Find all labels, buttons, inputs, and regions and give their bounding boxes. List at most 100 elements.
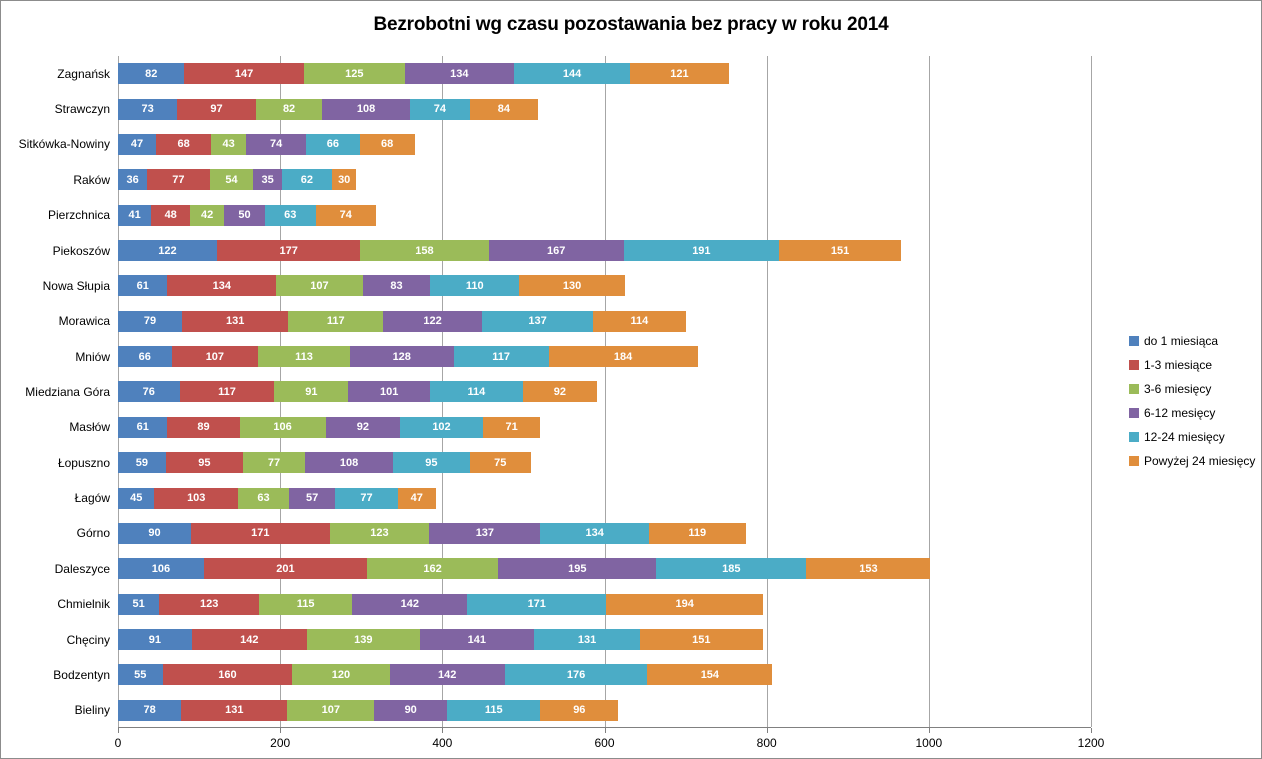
bar-segment: 134 (540, 522, 650, 544)
legend-item: 12-24 miesięcy (1129, 425, 1255, 449)
bar-row: 82 147 125 134 144 121 (118, 56, 1091, 91)
bar-row: 90 171 123 137 134 119 (118, 516, 1091, 551)
x-axis-tick (928, 728, 930, 733)
bar-segment: 106 (239, 416, 326, 438)
bar-segment: 123 (159, 593, 260, 615)
bar-segment: 185 (656, 558, 807, 580)
bar-segment: 154 (647, 664, 773, 686)
bar-segment: 110 (430, 275, 520, 297)
bar-segment: 115 (447, 699, 541, 721)
bar-segment: 151 (640, 629, 763, 651)
x-axis-tick-labels: 0 200 400 600 800 1000 1200 (114, 736, 1105, 754)
x-tick-label: 0 (114, 736, 122, 750)
bar-segment: 117 (179, 381, 275, 403)
bar-segment: 107 (171, 346, 259, 368)
bar-segment: 142 (389, 664, 505, 686)
bar-segment: 103 (154, 487, 238, 509)
bar-segment: 68 (156, 133, 212, 155)
bar-segment: 62 (281, 169, 333, 191)
bar-segment: 30 (332, 169, 357, 191)
bar-segment: 45 (118, 487, 155, 509)
bar-segment: 82 (255, 98, 323, 120)
bar-segment: 107 (287, 699, 375, 721)
bar-segment: 83 (362, 275, 431, 297)
legend-label: 12-24 miesięcy (1144, 430, 1225, 444)
y-axis-category-labels: Zagnańsk Strawczyn Sitkówka-Nowiny Raków Pie… (1, 56, 110, 728)
bar-segment: 131 (182, 310, 289, 332)
x-tick-label: 200 (270, 736, 291, 750)
bar-segment: 134 (167, 275, 277, 297)
bar-segment: 123 (329, 522, 430, 544)
bar-segment: 131 (181, 699, 288, 721)
legend-swatch-icon (1129, 408, 1139, 418)
bar-segment: 96 (540, 699, 619, 721)
gridline (1091, 56, 1092, 727)
bar-segment: 95 (165, 452, 243, 474)
bar-segment: 195 (498, 558, 657, 580)
bar-segment: 54 (209, 169, 254, 191)
legend-item: 3-6 miesięcy (1129, 377, 1255, 401)
bar-segment: 107 (276, 275, 363, 297)
bar-segment: 122 (118, 240, 217, 261)
category-label: Bieliny (74, 703, 110, 718)
bar-segment: 92 (522, 381, 598, 403)
bar-segment: 61 (118, 275, 168, 297)
bar-row: 78 131 107 90 115 96 (118, 693, 1091, 728)
bar-segment: 48 (151, 204, 191, 226)
legend-swatch-icon (1129, 384, 1139, 394)
bar-segment: 91 (274, 381, 349, 403)
bar-row: 66 107 113 128 117 184 (118, 339, 1091, 374)
bar-segment: 71 (482, 416, 541, 438)
legend-label: 3-6 miesięcy (1144, 382, 1212, 396)
bar-segment: 158 (360, 240, 489, 261)
bar-row: 61 134 107 83 110 130 (118, 268, 1091, 303)
bar-segment: 201 (203, 558, 367, 580)
category-label: Pierzchnica (47, 208, 110, 223)
bar-segment: 142 (352, 593, 468, 615)
bar-row: 91 142 139 141 131 151 (118, 622, 1091, 657)
bar-segment: 57 (289, 487, 336, 509)
bar-segment: 137 (482, 310, 594, 332)
bar-segment: 77 (147, 169, 210, 191)
category-label: Strawczyn (54, 102, 110, 117)
bar-segment: 167 (488, 240, 624, 261)
bar-segment: 131 (533, 629, 641, 651)
bar-segment: 79 (118, 310, 183, 332)
bar-segment: 59 (118, 452, 166, 474)
bar-segment: 97 (177, 98, 256, 120)
bar-segment: 162 (366, 558, 499, 580)
bar-segment: 108 (322, 98, 410, 120)
bar-row: 36 77 54 35 62 30 (118, 162, 1091, 197)
x-tick-label: 400 (432, 736, 453, 750)
bar-segment: 141 (419, 629, 534, 651)
bar-segment: 102 (400, 416, 483, 438)
bar-segment: 194 (606, 593, 764, 615)
bar-row: 76 117 91 101 114 92 (118, 374, 1091, 409)
legend-swatch-icon (1129, 336, 1139, 346)
bar-segment: 106 (118, 558, 204, 580)
bar-row: 122 177 158 167 191 151 (118, 233, 1091, 268)
x-tick-label: 800 (756, 736, 777, 750)
bar-segment: 82 (118, 63, 185, 85)
gridline (928, 56, 930, 727)
bar-segment: 139 (306, 629, 420, 651)
bar-segment: 114 (430, 381, 523, 403)
bar-segment: 92 (325, 416, 401, 438)
category-label: Górno (76, 526, 110, 541)
bar-segment: 66 (118, 346, 172, 368)
bar-segment: 89 (167, 416, 240, 438)
bar-segment: 153 (806, 558, 931, 580)
bar-segment: 113 (258, 346, 350, 368)
category-label: Łagów (74, 491, 110, 506)
category-label: Daleszyce (54, 561, 110, 576)
category-label: Miedziana Góra (25, 384, 110, 399)
bar-segment: 160 (162, 664, 293, 686)
bar-segment: 74 (409, 98, 470, 120)
x-tick-label: 1200 (1077, 736, 1105, 750)
bar-segment: 55 (118, 664, 163, 686)
bar-segment: 177 (216, 240, 361, 261)
bar-segment: 184 (548, 346, 698, 368)
category-label: Bodzentyn (53, 667, 110, 682)
bar-row: 59 95 77 108 95 75 (118, 445, 1091, 480)
bar-segment: 147 (184, 63, 304, 85)
